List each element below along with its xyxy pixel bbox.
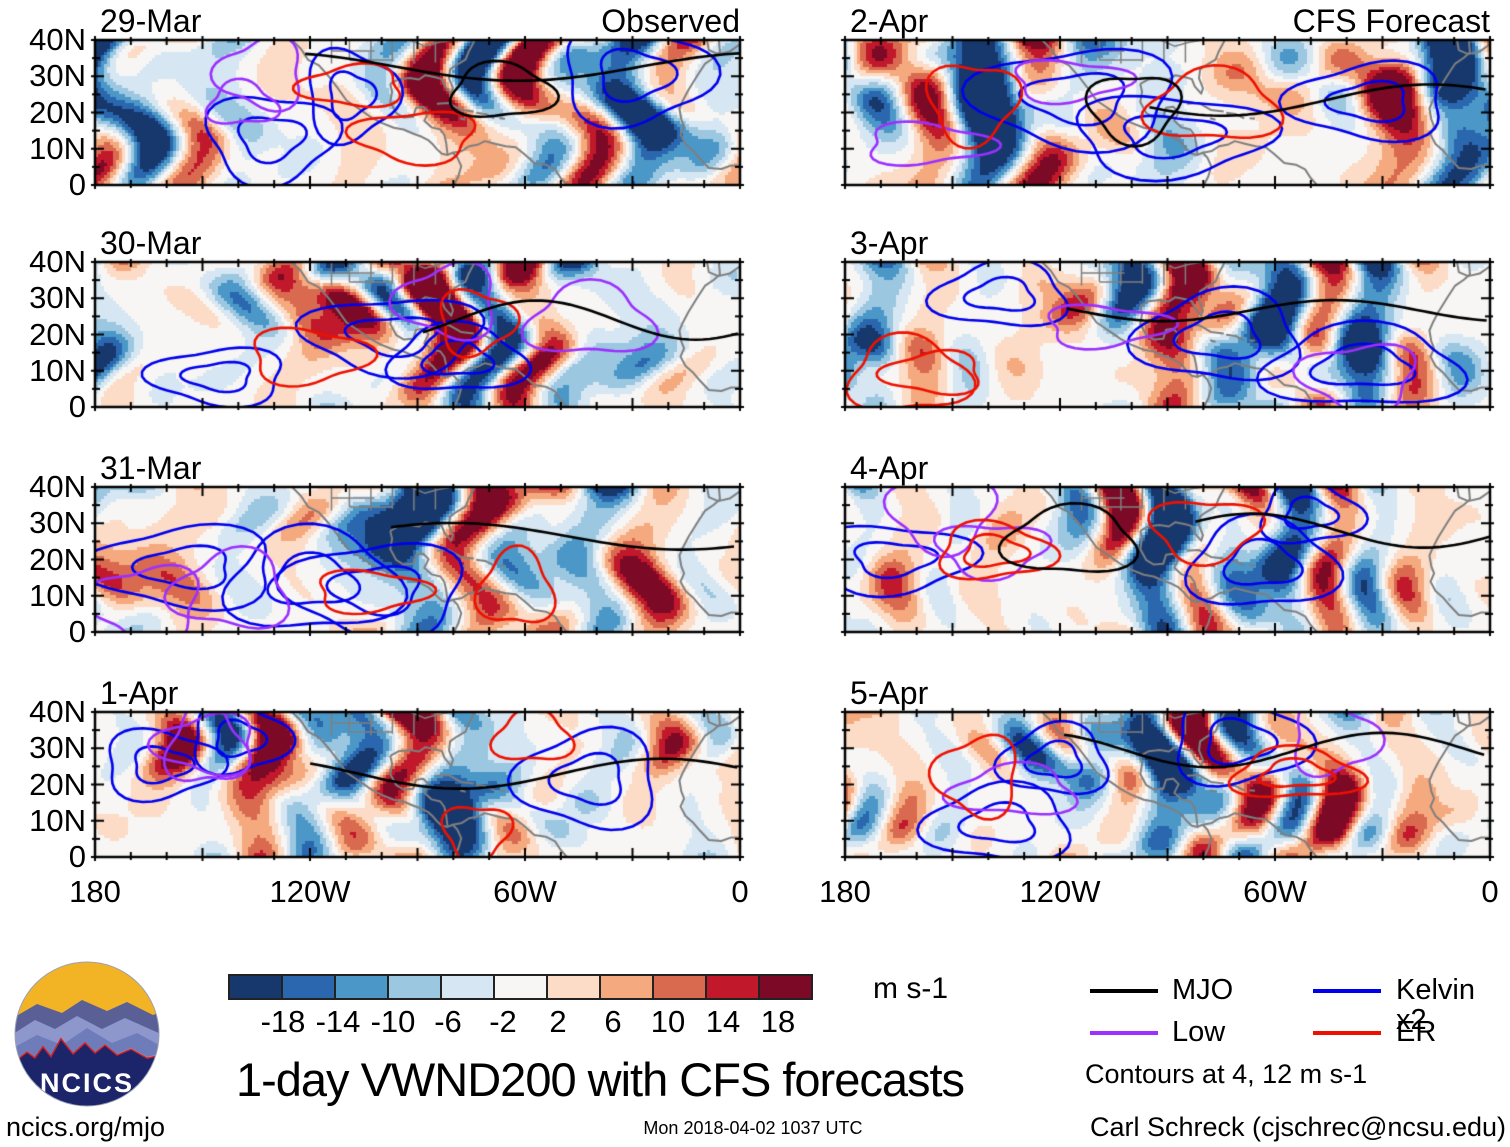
- map-panel: [87, 704, 748, 865]
- colorbar-label: -10: [370, 1004, 416, 1039]
- legend-line-low: [1090, 1031, 1158, 1035]
- colorbar-segment: [281, 974, 336, 1000]
- legend-label: Kelvin x2: [1396, 974, 1475, 1036]
- colorbar-label: 18: [760, 1004, 796, 1039]
- colorbar-segment: [493, 974, 548, 1000]
- y-axis-label: 10N: [29, 130, 86, 166]
- y-axis-label: 10N: [29, 577, 86, 613]
- colorbar-segment: [334, 974, 389, 1000]
- map-panel: [837, 479, 1498, 640]
- colorbar-label: 6: [604, 1004, 622, 1039]
- x-axis-label: 120W: [269, 874, 351, 909]
- y-axis-label: 10N: [29, 352, 86, 388]
- legend-label: MJO: [1172, 974, 1234, 1006]
- colorbar-segment: [758, 974, 813, 1000]
- y-axis-label: 0: [68, 839, 86, 874]
- x-axis-label: 180: [819, 874, 871, 909]
- colorbar-segment: [387, 974, 442, 1000]
- y-axis-label: 0: [68, 614, 86, 649]
- map-panel: [87, 479, 748, 640]
- colorbar-label: -2: [489, 1004, 517, 1039]
- footer-credit: Carl Schreck (cjschrec@ncsu.edu): [1089, 1112, 1506, 1142]
- y-axis-label: 30N: [29, 730, 86, 766]
- x-axis-label: 0: [1481, 874, 1499, 909]
- figure-title: 1-day VWND200 with CFS forecasts: [235, 1053, 965, 1106]
- map-panel: [87, 254, 748, 415]
- colorbar: [228, 974, 813, 1000]
- y-axis-label: 20N: [29, 94, 86, 130]
- colorbar-label: -14: [315, 1004, 361, 1039]
- x-axis-label: 60W: [1243, 874, 1307, 909]
- colorbar-segment: [705, 974, 760, 1000]
- colorbar-label: 14: [705, 1004, 741, 1039]
- x-axis-label: 180: [69, 874, 121, 909]
- y-axis-label: 40N: [29, 22, 86, 57]
- legend-line-er: [1313, 1031, 1381, 1035]
- map-panel: [87, 32, 748, 193]
- x-axis-label: 60W: [493, 874, 557, 909]
- y-axis-label: 20N: [29, 316, 86, 352]
- y-axis-label: 20N: [29, 766, 86, 802]
- colorbar-segment: [652, 974, 707, 1000]
- map-panel: [837, 704, 1498, 865]
- footer-website: ncics.org/mjo: [6, 1112, 166, 1142]
- y-axis-label: 40N: [29, 694, 86, 729]
- y-axis-label: 0: [68, 167, 86, 202]
- colorbar-label: -6: [434, 1004, 462, 1039]
- colorbar-label: -18: [260, 1004, 306, 1039]
- legend-label: ER: [1396, 1016, 1437, 1048]
- y-axis-label: 0: [68, 389, 86, 424]
- y-axis-label: 30N: [29, 58, 86, 94]
- colorbar-unit: m s-1: [873, 972, 948, 1005]
- y-axis-label: 10N: [29, 802, 86, 838]
- y-axis-label: 40N: [29, 244, 86, 279]
- colorbar-segment: [546, 974, 601, 1000]
- map-panel: [837, 32, 1498, 193]
- y-axis-label: 30N: [29, 280, 86, 316]
- map-panel: [837, 254, 1498, 415]
- legend-note: Contours at 4, 12 m s-1: [1085, 1059, 1368, 1089]
- logo-text: NCICS: [40, 1068, 134, 1098]
- colorbar-segment: [599, 974, 654, 1000]
- y-axis-label: 40N: [29, 469, 86, 504]
- ncics-logo: NCICS: [14, 961, 160, 1107]
- colorbar-label: 10: [650, 1004, 686, 1039]
- y-axis-label: 20N: [29, 541, 86, 577]
- x-axis-label: 0: [731, 874, 749, 909]
- colorbar-segment: [228, 974, 283, 1000]
- y-axis-label: 30N: [29, 505, 86, 541]
- x-axis-label: 120W: [1019, 874, 1101, 909]
- legend-label: Low: [1172, 1016, 1226, 1048]
- legend-line-mjo: [1090, 989, 1158, 993]
- colorbar-label: 2: [549, 1004, 567, 1039]
- legend-line-kelvin-x2: [1313, 989, 1381, 993]
- footer-timestamp: Mon 2018-04-02 1037 UTC: [643, 1118, 863, 1138]
- colorbar-segment: [440, 974, 495, 1000]
